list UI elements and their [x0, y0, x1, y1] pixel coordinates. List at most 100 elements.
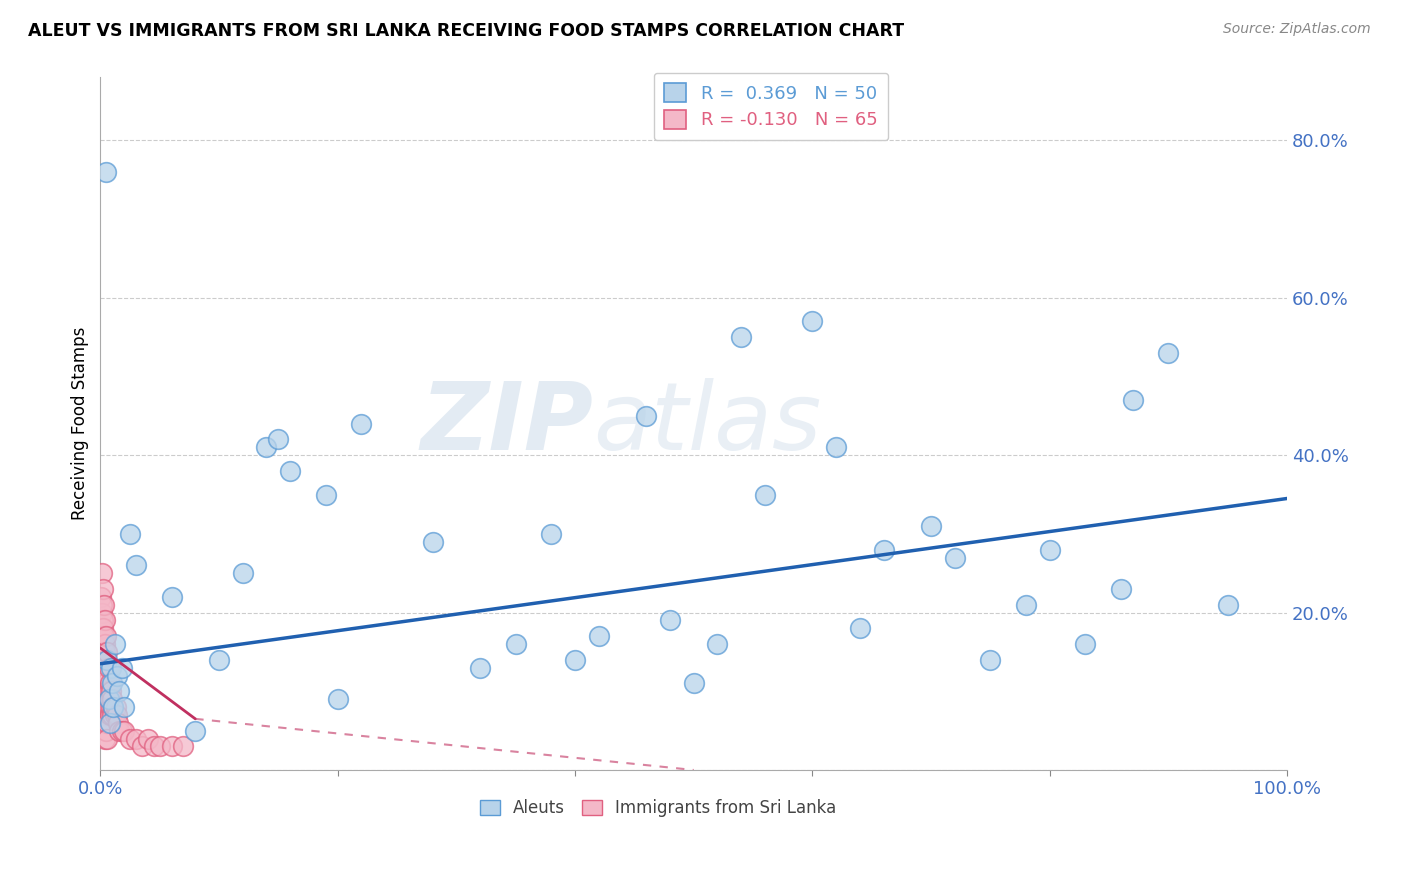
Point	[730, 330, 752, 344]
Point	[706, 637, 728, 651]
Legend: Aleuts, Immigrants from Sri Lanka: Aleuts, Immigrants from Sri Lanka	[474, 793, 844, 824]
Point	[98, 715, 121, 730]
Point	[96, 723, 118, 738]
Point	[90, 606, 112, 620]
Point	[91, 621, 114, 635]
Point	[108, 723, 131, 738]
Point	[94, 715, 117, 730]
Text: atlas: atlas	[593, 378, 821, 469]
Point	[1216, 598, 1239, 612]
Point	[825, 440, 848, 454]
Point	[100, 700, 122, 714]
Point	[97, 684, 120, 698]
Point	[90, 629, 112, 643]
Point	[1039, 542, 1062, 557]
Point	[588, 629, 610, 643]
Point	[136, 731, 159, 746]
Point	[91, 684, 114, 698]
Point	[90, 566, 112, 581]
Point	[93, 637, 115, 651]
Point	[256, 440, 278, 454]
Point	[754, 487, 776, 501]
Point	[101, 692, 124, 706]
Point	[96, 653, 118, 667]
Point	[112, 723, 135, 738]
Point	[100, 661, 122, 675]
Point	[94, 614, 117, 628]
Point	[468, 661, 491, 675]
Point	[91, 661, 114, 675]
Text: ALEUT VS IMMIGRANTS FROM SRI LANKA RECEIVING FOOD STAMPS CORRELATION CHART: ALEUT VS IMMIGRANTS FROM SRI LANKA RECEI…	[28, 22, 904, 40]
Point	[93, 676, 115, 690]
Point	[149, 739, 172, 754]
Point	[801, 314, 824, 328]
Point	[422, 534, 444, 549]
Point	[111, 661, 134, 675]
Point	[96, 629, 118, 643]
Point	[94, 645, 117, 659]
Point	[1074, 637, 1097, 651]
Point	[101, 676, 124, 690]
Point	[103, 700, 125, 714]
Point	[93, 715, 115, 730]
Point	[94, 731, 117, 746]
Point	[350, 417, 373, 431]
Point	[118, 731, 141, 746]
Point	[267, 433, 290, 447]
Point	[96, 684, 118, 698]
Point	[160, 590, 183, 604]
Point	[142, 739, 165, 754]
Point	[98, 692, 121, 706]
Point	[97, 692, 120, 706]
Point	[96, 645, 118, 659]
Point	[96, 165, 118, 179]
Y-axis label: Receiving Food Stamps: Receiving Food Stamps	[72, 327, 89, 520]
Point	[94, 700, 117, 714]
Point	[96, 715, 118, 730]
Text: ZIP: ZIP	[420, 377, 593, 470]
Point	[872, 542, 894, 557]
Point	[96, 692, 118, 706]
Point	[108, 684, 131, 698]
Point	[659, 614, 682, 628]
Point	[94, 668, 117, 682]
Point	[105, 707, 128, 722]
Point	[111, 723, 134, 738]
Point	[100, 684, 122, 698]
Point	[315, 487, 337, 501]
Point	[505, 637, 527, 651]
Point	[96, 668, 118, 682]
Point	[920, 519, 942, 533]
Point	[93, 598, 115, 612]
Point	[636, 409, 658, 423]
Point	[564, 653, 586, 667]
Point	[160, 739, 183, 754]
Point	[540, 527, 562, 541]
Point	[326, 692, 349, 706]
Point	[1122, 393, 1144, 408]
Point	[94, 684, 117, 698]
Point	[91, 614, 114, 628]
Point	[118, 527, 141, 541]
Point	[125, 558, 148, 573]
Point	[96, 676, 118, 690]
Point	[131, 739, 153, 754]
Point	[93, 700, 115, 714]
Point	[208, 653, 231, 667]
Point	[101, 707, 124, 722]
Point	[97, 700, 120, 714]
Point	[90, 653, 112, 667]
Point	[91, 598, 114, 612]
Point	[943, 550, 966, 565]
Point	[91, 637, 114, 651]
Point	[172, 739, 194, 754]
Point	[97, 661, 120, 675]
Point	[184, 723, 207, 738]
Point	[90, 590, 112, 604]
Point	[104, 700, 127, 714]
Point	[96, 700, 118, 714]
Point	[278, 464, 301, 478]
Point	[232, 566, 254, 581]
Point	[104, 707, 127, 722]
Point	[849, 621, 872, 635]
